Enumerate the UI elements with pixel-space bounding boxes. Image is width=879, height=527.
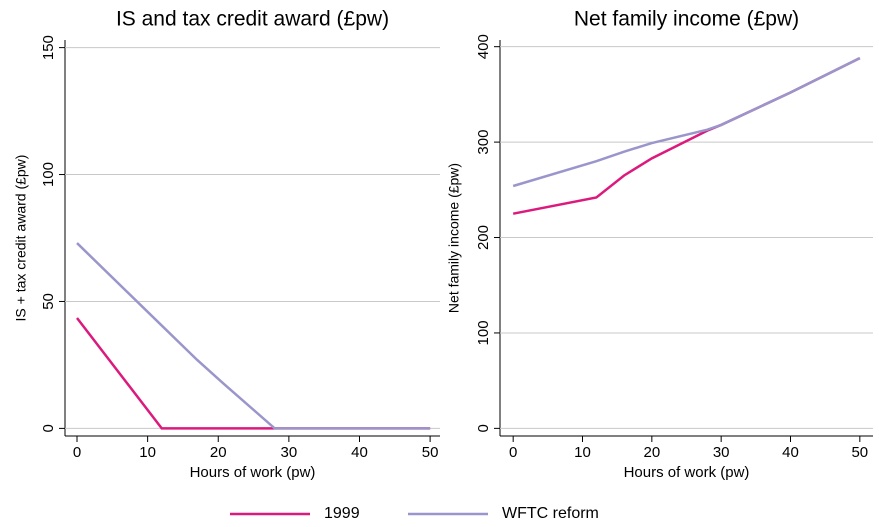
chart-title: IS and tax credit award (£pw) bbox=[116, 8, 389, 31]
chart-title: Net family income (£pw) bbox=[574, 8, 799, 31]
x-tick-label: 30 bbox=[281, 444, 298, 461]
legend-label: 1999 bbox=[324, 505, 360, 522]
series-line: 1999 bbox=[76, 317, 431, 430]
x-tick-label: 40 bbox=[782, 444, 799, 461]
x-tick-label: 0 bbox=[509, 444, 517, 461]
y-tick-label: 0 bbox=[475, 424, 492, 432]
y-tick-label: 50 bbox=[40, 293, 57, 310]
x-tick-label: 30 bbox=[713, 444, 730, 461]
x-tick-label: 10 bbox=[139, 444, 156, 461]
x-tick-label: 0 bbox=[73, 444, 81, 461]
x-tick-label: 20 bbox=[210, 444, 227, 461]
x-axis-label: Hours of work (pw) bbox=[624, 464, 750, 481]
y-axis-label: Net family income (£pw) bbox=[446, 163, 462, 313]
y-tick-label: 300 bbox=[475, 130, 492, 155]
legend-label: WFTC reform bbox=[502, 505, 599, 522]
x-tick-label: 10 bbox=[574, 444, 591, 461]
x-tick-label: 50 bbox=[422, 444, 439, 461]
x-tick-label: 40 bbox=[351, 444, 368, 461]
y-tick-label: 150 bbox=[40, 35, 57, 60]
x-axis-label: Hours of work (pw) bbox=[190, 464, 316, 481]
series-line: WFTC reform bbox=[76, 242, 431, 430]
series-line: WFTC reform bbox=[512, 57, 861, 188]
y-tick-label: 100 bbox=[475, 320, 492, 345]
y-tick-label: 100 bbox=[40, 162, 57, 187]
x-tick-label: 20 bbox=[643, 444, 660, 461]
x-tick-label: 50 bbox=[851, 444, 868, 461]
y-tick-label: 400 bbox=[475, 34, 492, 59]
y-axis-label: IS + tax credit award (£pw) bbox=[13, 155, 29, 322]
y-tick-label: 200 bbox=[475, 225, 492, 250]
y-tick-label: 0 bbox=[40, 424, 57, 432]
